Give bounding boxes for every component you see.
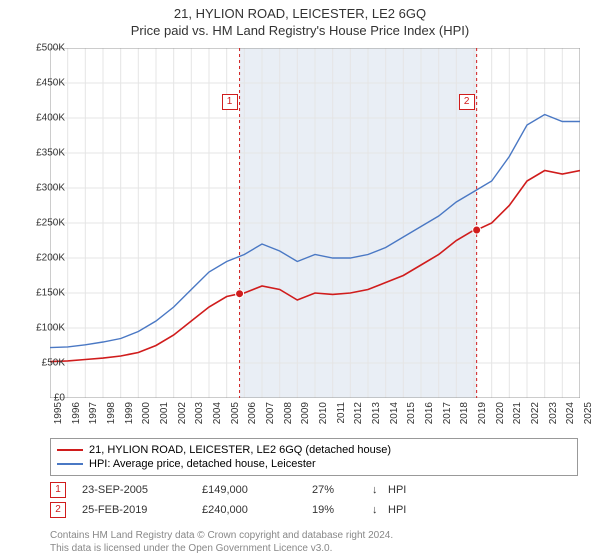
sale-marker-1: 1 (50, 482, 66, 498)
sale-date: 23-SEP-2005 (82, 484, 202, 496)
xtick-label: 1995 (53, 402, 64, 424)
xtick-label: 2005 (230, 402, 241, 424)
sale-row-2: 2 25-FEB-2019 £240,000 19% ↓ HPI (50, 502, 578, 518)
xtick-label: 2000 (141, 402, 152, 424)
sale-vs-label: HPI (388, 484, 406, 496)
chart-sale-marker-1: 1 (222, 94, 238, 110)
xtick-label: 2011 (336, 402, 347, 424)
xtick-label: 1999 (124, 402, 135, 424)
sale-price: £149,000 (202, 484, 312, 496)
price-chart (50, 48, 580, 398)
xtick-label: 2025 (583, 402, 594, 424)
chart-sale-marker-2: 2 (459, 94, 475, 110)
legend-label: 21, HYLION ROAD, LEICESTER, LE2 6GQ (det… (89, 444, 391, 456)
xtick-label: 2023 (548, 402, 559, 424)
xtick-label: 2006 (247, 402, 258, 424)
ytick-label: £450K (20, 78, 65, 89)
xtick-label: 2002 (177, 402, 188, 424)
xtick-label: 1996 (71, 402, 82, 424)
down-arrow-icon: ↓ (372, 504, 388, 516)
xtick-label: 2003 (194, 402, 205, 424)
page-title: 21, HYLION ROAD, LEICESTER, LE2 6GQ (0, 0, 600, 21)
xtick-label: 1997 (88, 402, 99, 424)
footer-attribution: Contains HM Land Registry data © Crown c… (50, 530, 578, 555)
sale-pct: 27% (312, 484, 372, 496)
xtick-label: 2024 (565, 402, 576, 424)
legend-swatch (57, 449, 83, 451)
page-subtitle: Price paid vs. HM Land Registry's House … (0, 21, 600, 42)
ytick-label: £150K (20, 288, 65, 299)
ytick-label: £350K (20, 148, 65, 159)
sale-vs-label: HPI (388, 504, 406, 516)
footer-line-1: Contains HM Land Registry data © Crown c… (50, 530, 578, 543)
xtick-label: 2007 (265, 402, 276, 424)
xtick-label: 2013 (371, 402, 382, 424)
xtick-label: 2015 (406, 402, 417, 424)
xtick-label: 2017 (442, 402, 453, 424)
legend-swatch (57, 463, 83, 465)
ytick-label: £200K (20, 253, 65, 264)
xtick-label: 2009 (300, 402, 311, 424)
sale-price: £240,000 (202, 504, 312, 516)
xtick-label: 2016 (424, 402, 435, 424)
ytick-label: £50K (20, 358, 65, 369)
sale-row-1: 1 23-SEP-2005 £149,000 27% ↓ HPI (50, 482, 578, 498)
ytick-label: £400K (20, 113, 65, 124)
legend: 21, HYLION ROAD, LEICESTER, LE2 6GQ (det… (50, 438, 578, 476)
legend-item-property: 21, HYLION ROAD, LEICESTER, LE2 6GQ (det… (57, 443, 571, 457)
xtick-label: 1998 (106, 402, 117, 424)
xtick-label: 2014 (389, 402, 400, 424)
sale-date: 25-FEB-2019 (82, 504, 202, 516)
down-arrow-icon: ↓ (372, 484, 388, 496)
footer-line-2: This data is licensed under the Open Gov… (50, 543, 578, 556)
sale-marker-2: 2 (50, 502, 66, 518)
ytick-label: £250K (20, 218, 65, 229)
xtick-label: 2004 (212, 402, 223, 424)
xtick-label: 2021 (512, 402, 523, 424)
xtick-label: 2012 (353, 402, 364, 424)
ytick-label: £300K (20, 183, 65, 194)
ytick-label: £100K (20, 323, 65, 334)
legend-label: HPI: Average price, detached house, Leic… (89, 458, 316, 470)
xtick-label: 2022 (530, 402, 541, 424)
xtick-label: 2010 (318, 402, 329, 424)
chart-svg (50, 48, 580, 398)
ytick-label: £500K (20, 43, 65, 54)
xtick-label: 2018 (459, 402, 470, 424)
xtick-label: 2001 (159, 402, 170, 424)
xtick-label: 2008 (283, 402, 294, 424)
xtick-label: 2020 (495, 402, 506, 424)
legend-item-hpi: HPI: Average price, detached house, Leic… (57, 457, 571, 471)
sale-pct: 19% (312, 504, 372, 516)
xtick-label: 2019 (477, 402, 488, 424)
